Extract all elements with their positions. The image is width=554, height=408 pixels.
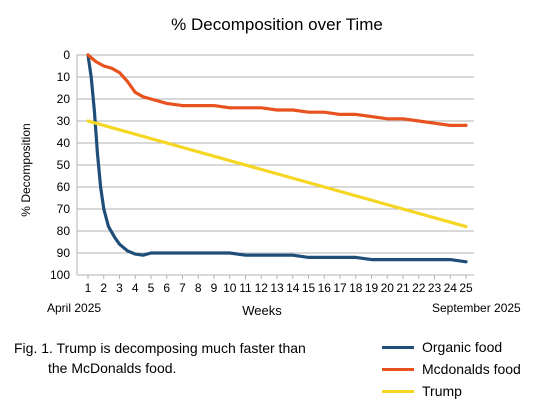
- legend-label-organic: Organic food: [422, 339, 503, 355]
- x-tick-label: 3: [116, 281, 123, 295]
- legend-item-mcdonalds: Mcdonalds food: [382, 358, 552, 380]
- x-tick-label: 7: [179, 281, 186, 295]
- y-tick-label: 50: [57, 158, 71, 172]
- x-tick-label: 1: [85, 281, 92, 295]
- x-tick-label: 25: [459, 281, 473, 295]
- x-tick-label: 12: [255, 281, 269, 295]
- x-tick-label: 23: [428, 281, 442, 295]
- gridlines: [77, 54, 474, 276]
- legend-label-trump: Trump: [422, 383, 462, 399]
- y-tick-label: 60: [57, 180, 71, 194]
- legend-swatch-organic: [382, 345, 414, 349]
- series-line-1: [86, 53, 468, 127]
- x-tick-label: 6: [163, 281, 170, 295]
- x-tick-label: 17: [333, 281, 347, 295]
- y-tick-label: 10: [57, 70, 71, 84]
- legend-item-organic: Organic food: [382, 336, 552, 358]
- series-line-0: [86, 53, 468, 264]
- x-tick-label: 4: [132, 281, 139, 295]
- x-tick-label: 19: [365, 281, 379, 295]
- x-tick-label: 14: [286, 281, 300, 295]
- x-tick-label: 24: [444, 281, 458, 295]
- x-tick-label: 18: [349, 281, 363, 295]
- axes: [76, 55, 467, 279]
- series-lines: [86, 53, 468, 264]
- y-tick-label: 90: [57, 246, 71, 260]
- x-tick-label: 21: [396, 281, 410, 295]
- x-tick-label: 2: [100, 281, 107, 295]
- x-tick-label: 20: [381, 281, 395, 295]
- y-tick-label: 40: [57, 136, 71, 150]
- chart-legend: Organic food Mcdonalds food Trump: [382, 336, 552, 402]
- start-date-label: April 2025: [47, 301, 102, 315]
- y-axis-title: % Decomposition: [19, 123, 33, 217]
- x-tick-label: 15: [302, 281, 316, 295]
- series-line-2: [86, 119, 468, 229]
- x-tick-label: 16: [318, 281, 332, 295]
- legend-label-mcdonalds: Mcdonalds food: [422, 361, 521, 377]
- legend-item-trump: Trump: [382, 380, 552, 402]
- figure-caption-line-2: the McDonalds food.: [48, 360, 177, 376]
- chart-title: % Decomposition over Time: [171, 15, 383, 34]
- x-axis-title: Weeks: [242, 303, 282, 318]
- x-tick-label: 11: [239, 281, 252, 295]
- x-tick-label: 8: [195, 281, 202, 295]
- y-tick-label: 100: [50, 268, 70, 282]
- x-tick-label: 13: [270, 281, 284, 295]
- y-tick-label: 0: [63, 48, 70, 62]
- x-tick-label: 22: [412, 281, 426, 295]
- x-tick-label: 5: [148, 281, 155, 295]
- figure-caption-line-1: Fig. 1. Trump is decomposing much faster…: [14, 340, 306, 356]
- x-tick-label: 10: [223, 281, 237, 295]
- legend-swatch-mcdonalds: [382, 367, 414, 371]
- y-tick-label: 80: [57, 224, 71, 238]
- y-tick-label: 70: [57, 202, 71, 216]
- x-tick-label: 9: [211, 281, 218, 295]
- y-tick-label: 20: [57, 92, 71, 106]
- end-date-label: September 2025: [432, 301, 521, 315]
- y-tick-label: 30: [57, 114, 71, 128]
- legend-swatch-trump: [382, 389, 414, 393]
